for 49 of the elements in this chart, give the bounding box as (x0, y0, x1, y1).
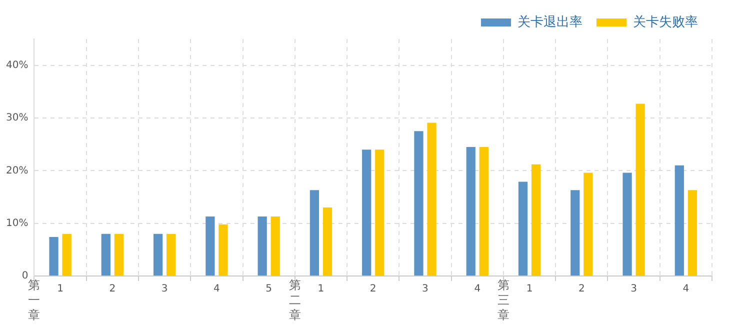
bar (518, 182, 528, 276)
bar (362, 150, 372, 276)
x-tick-label: 2 (370, 284, 376, 295)
bar (584, 172, 593, 276)
bar (258, 216, 267, 276)
bar (531, 164, 541, 276)
x-tick-label: 3 (422, 284, 428, 295)
bar (206, 216, 215, 276)
text: 第二章 (288, 278, 301, 322)
bar (479, 146, 488, 276)
bar (674, 165, 684, 276)
x-tick-label: 1 (526, 284, 533, 295)
legend-label: 关卡失败率 (633, 14, 698, 30)
bar (688, 190, 698, 276)
y-tick-label: 20% (6, 165, 28, 176)
bar (310, 190, 320, 276)
bar (375, 150, 384, 276)
bar (62, 234, 72, 276)
x-tick-label: 2 (109, 284, 116, 295)
x-tick-label: 1 (57, 284, 64, 295)
bar (270, 216, 280, 276)
bar (466, 146, 476, 276)
text: 第一章 (28, 278, 40, 322)
x-tick-label: 2 (578, 284, 585, 295)
bar (427, 122, 436, 276)
legend-label: 关卡退出率 (518, 14, 582, 30)
y-tick-label: 10% (6, 218, 28, 229)
text: 第三章 (497, 278, 510, 322)
bar (218, 224, 228, 276)
x-tick-label: 4 (474, 284, 481, 295)
bar (414, 131, 424, 276)
x-tick-label: 4 (682, 284, 690, 295)
bar (322, 208, 332, 276)
bar (570, 190, 580, 276)
y-tick-label: 0 (22, 270, 28, 282)
bar (49, 237, 58, 276)
bar (166, 234, 176, 276)
bar (114, 234, 124, 276)
bar (153, 234, 163, 276)
y-tick-label: 40% (6, 60, 28, 71)
bar (101, 234, 110, 276)
y-tick-label: 30% (6, 112, 28, 124)
x-tick-label: 5 (266, 284, 272, 295)
x-tick-label: 1 (318, 284, 324, 295)
bar (636, 104, 645, 276)
x-tick-label: 4 (214, 284, 220, 295)
bar (622, 172, 632, 276)
x-tick-label: 3 (161, 284, 168, 295)
x-tick-label: 3 (630, 284, 637, 295)
